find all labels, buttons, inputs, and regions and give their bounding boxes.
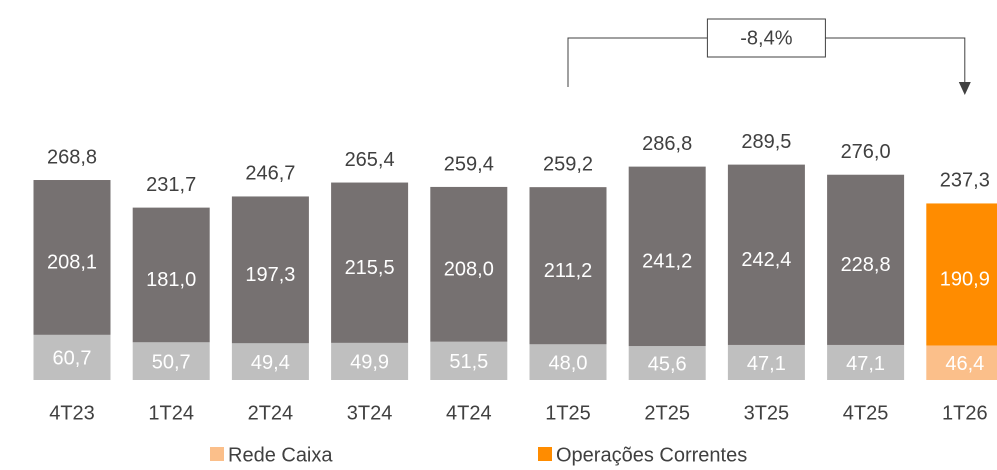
bar-segment xyxy=(529,187,607,345)
arrow-head xyxy=(958,82,971,95)
x-tick-label: 1T26 xyxy=(942,402,988,424)
bar-segment xyxy=(132,207,210,343)
bar-segment xyxy=(628,166,706,347)
bar-segment xyxy=(231,196,309,344)
bar-segment xyxy=(33,180,111,335)
value-label: 60,7 xyxy=(53,348,92,370)
value-label: 215,5 xyxy=(345,257,395,279)
x-tick-label: 2T24 xyxy=(248,402,294,424)
value-label: 46,4 xyxy=(945,353,984,375)
legend-label: Rede Caixa xyxy=(228,444,333,466)
value-label: 51,5 xyxy=(449,351,488,373)
x-tick-label: 4T25 xyxy=(843,402,889,424)
annotation-label: -8,4% xyxy=(740,27,792,49)
total-label: 289,5 xyxy=(741,131,791,153)
x-tick-label: 2T25 xyxy=(644,402,690,424)
annotation-box xyxy=(706,18,826,58)
x-tick-label: 4T23 xyxy=(49,402,95,424)
bar-segment xyxy=(430,341,508,380)
value-label: 49,9 xyxy=(350,352,389,374)
bar-segment xyxy=(926,345,997,380)
total-label: 231,7 xyxy=(146,174,196,196)
value-label: 47,1 xyxy=(846,353,885,375)
total-label: 276,0 xyxy=(841,141,891,163)
value-label: 45,6 xyxy=(648,353,687,375)
total-label: 259,4 xyxy=(444,153,494,175)
x-tick-label: 3T25 xyxy=(744,402,790,424)
total-label: 265,4 xyxy=(345,149,395,171)
value-label: 208,1 xyxy=(47,252,97,274)
total-label: 286,8 xyxy=(642,133,692,155)
bar-segment xyxy=(331,182,409,343)
value-label: 190,9 xyxy=(940,269,990,291)
bar-segment xyxy=(827,344,905,380)
bar-segment xyxy=(331,342,409,380)
value-label: 208,0 xyxy=(444,259,494,281)
value-label: 241,2 xyxy=(642,251,692,273)
bar-segment xyxy=(926,203,997,346)
x-tick-label: 4T24 xyxy=(446,402,492,424)
bar-segment xyxy=(727,344,805,380)
bar-segment xyxy=(430,186,508,342)
x-tick-label: 1T24 xyxy=(148,402,194,424)
x-tick-label: 1T25 xyxy=(545,402,591,424)
bar-segment xyxy=(827,174,905,345)
value-label: 197,3 xyxy=(245,264,295,286)
value-label: 228,8 xyxy=(841,254,891,276)
legend-swatch xyxy=(538,447,552,461)
legend-swatch xyxy=(210,447,224,461)
value-label: 49,4 xyxy=(251,352,290,374)
bar-segment xyxy=(529,344,607,380)
bar-segment xyxy=(231,343,309,380)
x-tick-label: 3T24 xyxy=(347,402,393,424)
total-label: 246,7 xyxy=(245,163,295,185)
value-label: 181,0 xyxy=(146,269,196,291)
legend-label: Operações Correntes xyxy=(556,444,747,466)
value-label: 47,1 xyxy=(747,353,786,375)
total-label: 259,2 xyxy=(543,153,593,175)
value-label: 211,2 xyxy=(544,260,593,282)
bracket xyxy=(567,37,966,87)
bar-segment xyxy=(628,346,706,380)
total-label: 268,8 xyxy=(47,146,97,168)
bar-segment xyxy=(33,334,111,380)
value-label: 242,4 xyxy=(741,249,791,271)
value-label: 50,7 xyxy=(152,351,191,373)
bar-segment xyxy=(727,164,805,345)
bar-segment xyxy=(132,342,210,380)
value-label: 48,0 xyxy=(549,352,588,374)
total-label: 237,3 xyxy=(940,170,990,192)
